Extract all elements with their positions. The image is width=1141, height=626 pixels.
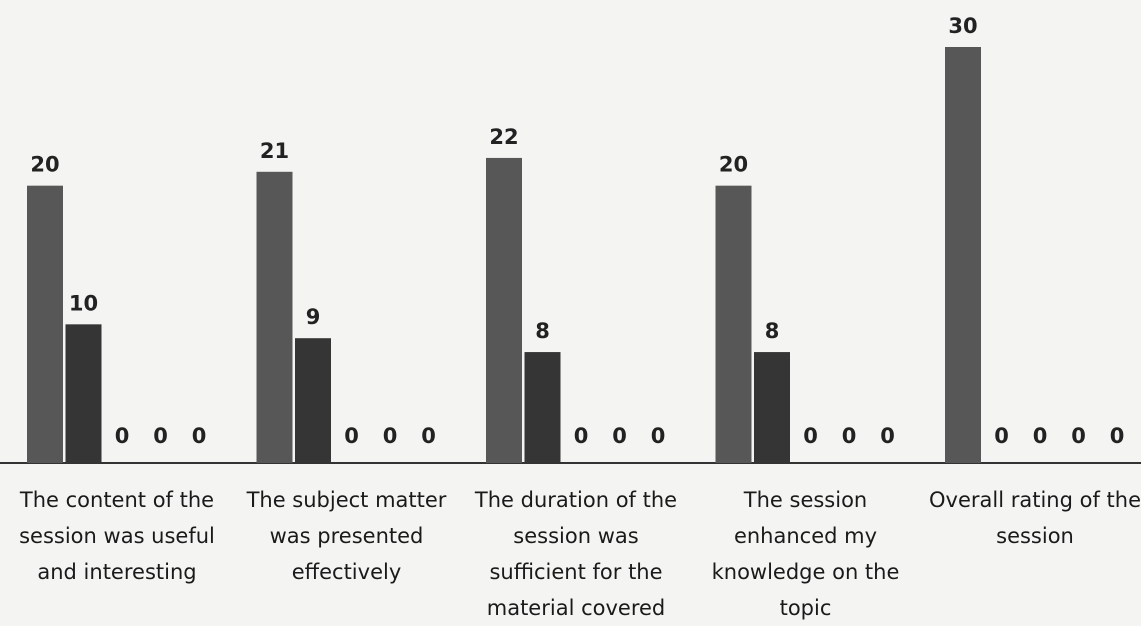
x-tick-label: The subject matter was presented effecti… (246, 488, 447, 584)
x-tick-label: Overall rating of the session (929, 488, 1141, 548)
bar (295, 338, 331, 463)
data-label: 0 (344, 424, 359, 448)
bar (486, 157, 522, 463)
data-label: 0 (153, 424, 168, 448)
data-label: 30 (948, 14, 977, 38)
data-label: 22 (489, 125, 518, 149)
data-label: 0 (842, 424, 857, 448)
bar (715, 185, 752, 463)
data-label: 20 (30, 153, 59, 177)
data-label: 8 (765, 319, 780, 343)
data-label: 0 (612, 424, 627, 448)
data-label: 0 (421, 424, 436, 448)
data-label: 21 (260, 139, 289, 163)
data-label: 20 (719, 153, 748, 177)
data-label: 0 (192, 424, 207, 448)
bar (754, 352, 790, 463)
data-label: 0 (1071, 424, 1086, 448)
data-label: 0 (994, 424, 1009, 448)
bar (27, 185, 63, 463)
x-tick-label: The content of the session was useful an… (19, 488, 215, 584)
data-label: 0 (574, 424, 589, 448)
data-label: 0 (880, 424, 895, 448)
data-label: 0 (383, 424, 398, 448)
page: {"chart_data": {"type": "bar", "categori… (0, 14, 1141, 620)
data-label: 10 (69, 291, 98, 315)
x-tick-label: The duration of the session was sufficie… (474, 488, 678, 620)
bar (524, 352, 561, 463)
x-tick-label: The session enhanced my knowledge on the… (711, 488, 900, 620)
data-label: 0 (1033, 424, 1048, 448)
bar (256, 171, 293, 464)
data-label: 0 (651, 424, 666, 448)
data-label: 8 (535, 319, 550, 343)
bar (65, 324, 102, 463)
data-label: 9 (306, 305, 321, 329)
data-label: 0 (803, 424, 818, 448)
bar (945, 47, 981, 463)
data-label: 0 (1110, 424, 1125, 448)
data-label: 0 (115, 424, 130, 448)
